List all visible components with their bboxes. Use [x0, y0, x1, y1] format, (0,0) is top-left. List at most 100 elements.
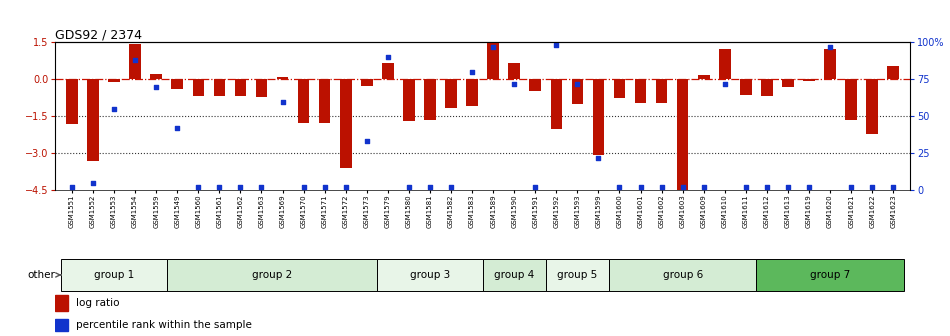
Bar	[508, 63, 520, 79]
Bar	[166, 259, 377, 291]
Point	[506, 81, 522, 86]
Point	[696, 185, 712, 190]
Point	[823, 44, 838, 49]
Point	[191, 185, 206, 190]
Bar	[108, 79, 120, 82]
Point	[864, 185, 880, 190]
Bar	[361, 79, 372, 86]
Bar	[676, 79, 689, 190]
Bar	[66, 79, 78, 124]
Point	[485, 44, 501, 49]
Text: group 3: group 3	[409, 270, 450, 280]
Point	[612, 185, 627, 190]
Point	[591, 155, 606, 161]
Bar	[740, 79, 751, 95]
Bar	[129, 44, 141, 79]
Bar	[529, 79, 542, 91]
Point	[633, 185, 648, 190]
Bar	[866, 79, 878, 134]
Point	[212, 185, 227, 190]
Bar	[55, 295, 68, 311]
Bar	[804, 79, 815, 81]
Point	[380, 54, 395, 60]
Bar	[546, 259, 609, 291]
Text: group 5: group 5	[558, 270, 598, 280]
Point	[549, 43, 564, 48]
Point	[802, 185, 817, 190]
Point	[233, 185, 248, 190]
Bar	[487, 42, 499, 79]
Bar	[756, 259, 903, 291]
Point	[654, 185, 669, 190]
Bar	[55, 320, 68, 331]
Text: group 7: group 7	[810, 270, 850, 280]
Bar	[846, 79, 857, 120]
Point	[401, 185, 416, 190]
Point	[675, 185, 691, 190]
Text: log ratio: log ratio	[76, 298, 120, 308]
Bar	[256, 79, 267, 96]
Bar	[276, 77, 289, 79]
Bar	[887, 66, 899, 79]
Text: group 4: group 4	[494, 270, 534, 280]
Bar	[235, 79, 246, 96]
Point	[317, 185, 332, 190]
Bar	[782, 79, 794, 87]
Bar	[193, 79, 204, 96]
Point	[170, 125, 185, 131]
Bar	[340, 79, 352, 168]
Point	[338, 185, 353, 190]
Bar	[761, 79, 772, 96]
Point	[86, 180, 101, 185]
Text: other: other	[28, 270, 61, 280]
Bar	[550, 79, 562, 129]
Point	[780, 185, 795, 190]
Point	[148, 84, 163, 89]
Text: group 2: group 2	[252, 270, 293, 280]
Text: group 6: group 6	[662, 270, 703, 280]
Point	[527, 185, 542, 190]
Point	[359, 139, 374, 144]
Bar	[719, 49, 731, 79]
Bar	[609, 259, 756, 291]
Point	[296, 185, 312, 190]
Point	[275, 99, 290, 104]
Bar	[403, 79, 415, 121]
Point	[717, 81, 732, 86]
Text: group 1: group 1	[94, 270, 134, 280]
Point	[127, 57, 142, 63]
Point	[885, 185, 901, 190]
Point	[106, 106, 122, 112]
Bar	[614, 79, 625, 98]
Bar	[319, 79, 331, 123]
Bar	[297, 79, 310, 123]
Point	[444, 185, 459, 190]
Bar	[593, 79, 604, 155]
Bar	[87, 79, 99, 161]
Point	[423, 185, 438, 190]
Bar	[698, 75, 710, 79]
Point	[759, 185, 774, 190]
Text: GDS92 / 2374: GDS92 / 2374	[55, 28, 142, 41]
Bar	[656, 79, 668, 103]
Bar	[382, 63, 393, 79]
Point	[844, 185, 859, 190]
Bar	[62, 259, 166, 291]
Bar	[150, 74, 162, 79]
Bar	[466, 79, 478, 107]
Bar	[424, 79, 436, 120]
Point	[570, 81, 585, 86]
Bar	[446, 79, 457, 108]
Point	[465, 69, 480, 75]
Bar	[377, 259, 483, 291]
Point	[738, 185, 753, 190]
Point	[254, 185, 269, 190]
Bar	[825, 49, 836, 79]
Bar	[171, 79, 183, 89]
Point	[65, 185, 80, 190]
Bar	[483, 259, 546, 291]
Bar	[572, 79, 583, 104]
Bar	[635, 79, 646, 103]
Text: percentile rank within the sample: percentile rank within the sample	[76, 320, 253, 330]
Bar	[214, 79, 225, 96]
